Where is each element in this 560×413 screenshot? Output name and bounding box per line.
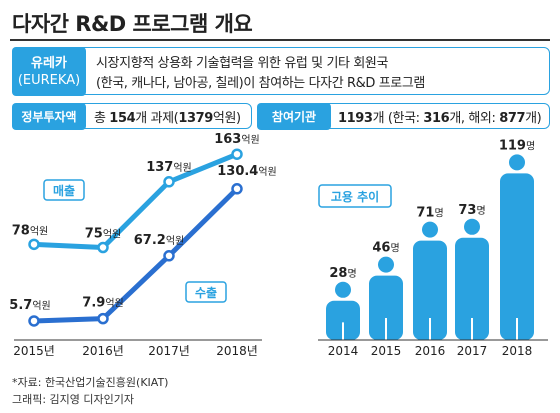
person-head-4 bbox=[509, 154, 525, 171]
sales-label-0: 78억원 bbox=[12, 223, 49, 238]
participants-tag: 참여기관 bbox=[257, 103, 331, 130]
legend-export: 수출 bbox=[195, 285, 217, 300]
employment-year-2018: 2018 bbox=[502, 344, 533, 358]
participants-t2: 개, 해외: bbox=[449, 111, 500, 126]
budget-tag: 정부투자액 bbox=[12, 103, 86, 130]
series-line-sales bbox=[33, 151, 238, 250]
employment-label-2018: 119명 bbox=[499, 138, 535, 153]
series-line-export bbox=[33, 186, 239, 324]
x-tick-label-3: 2018년 bbox=[216, 344, 258, 358]
participants-korea: 316 bbox=[423, 111, 450, 126]
sales-label-2: 137억원 bbox=[146, 160, 192, 175]
sales-point-0 bbox=[28, 238, 40, 251]
participants-t3: 개) bbox=[525, 111, 542, 126]
title-divider bbox=[10, 39, 550, 41]
budget-text: 총 154개 과제(1379억원) bbox=[94, 107, 241, 126]
person-head-1 bbox=[378, 256, 394, 273]
employment-year-2017: 2017 bbox=[457, 344, 488, 358]
employment-bar-2016 bbox=[413, 221, 447, 340]
x-tick-label-0: 2015년 bbox=[13, 344, 55, 358]
eureka-box bbox=[12, 47, 550, 95]
export-point-3 bbox=[231, 183, 243, 195]
sales-label-1: 75억원 bbox=[85, 227, 122, 242]
person-body-0 bbox=[326, 300, 360, 340]
legend-sales: 매출 bbox=[53, 183, 75, 198]
export-label-1: 7.9억원 bbox=[82, 296, 123, 311]
legend-sales-box bbox=[43, 179, 85, 201]
employment-year-2015: 2015 bbox=[371, 344, 402, 358]
legend-export-box bbox=[185, 281, 227, 303]
budget-mid: 개 과제( bbox=[135, 111, 179, 126]
employment-bar-2015 bbox=[369, 256, 403, 340]
employment-year-2016: 2016 bbox=[415, 344, 446, 358]
source-note: *자료: 한국산업기술진흥원(KIAT) bbox=[12, 376, 169, 389]
eureka-tag-line1: 유레카 bbox=[31, 55, 67, 71]
sales-point-2 bbox=[163, 176, 175, 188]
export-label-2: 67.2억원 bbox=[134, 233, 184, 248]
employment-title-box bbox=[318, 184, 392, 208]
employment-label-2014: 28명 bbox=[329, 266, 356, 281]
budget-count: 154 bbox=[109, 111, 136, 126]
participants-t1: 개 (한국: bbox=[372, 111, 424, 126]
sales-label-3: 163억원 bbox=[214, 132, 260, 147]
person-head-2 bbox=[422, 221, 438, 238]
participants-overseas: 877 bbox=[499, 111, 526, 126]
employment-label-2016: 71명 bbox=[416, 206, 443, 221]
eureka-tag-line2: (EUREKA) bbox=[17, 72, 81, 88]
sales-point-3 bbox=[231, 148, 243, 160]
credit-note: 그래픽: 김지영 디자인기자 bbox=[12, 393, 135, 406]
budget-amount: 1379 bbox=[178, 111, 213, 126]
x-tick-label-2: 2017년 bbox=[148, 344, 190, 358]
export-point-1 bbox=[97, 312, 109, 325]
employment-bar-2014 bbox=[326, 281, 360, 340]
employment-label-2017: 73명 bbox=[458, 203, 485, 218]
page-title: 다자간 R&D 프로그램 개요 bbox=[12, 12, 253, 36]
participants-text: 1193개 (한국: 316개, 해외: 877개) bbox=[338, 107, 542, 126]
eureka-desc-line2: (한국, 캐나다, 남아공, 칠레)이 참여하는 다자간 R&D 프로그램 bbox=[96, 76, 425, 91]
eureka-tag: 유레카 (EUREKA) bbox=[12, 47, 86, 96]
employment-title: 고용 추이 bbox=[331, 189, 379, 204]
x-tick-label-1: 2016년 bbox=[82, 344, 124, 358]
employment-bar-2017 bbox=[455, 218, 489, 340]
export-point-0 bbox=[28, 315, 40, 327]
employment-label-2015: 46명 bbox=[372, 241, 399, 256]
export-point-2 bbox=[163, 250, 175, 262]
budget-suffix: 억원) bbox=[212, 111, 241, 126]
export-label-3: 130.4억원 bbox=[217, 164, 277, 179]
budget-prefix: 총 bbox=[94, 111, 110, 126]
person-body-1 bbox=[369, 275, 403, 340]
export-label-0: 5.7억원 bbox=[9, 298, 50, 313]
person-head-3 bbox=[464, 218, 480, 235]
employment-bar-2018 bbox=[500, 154, 534, 340]
person-body-4 bbox=[500, 173, 534, 340]
eureka-desc-line1: 시장지향적 상용화 기술협력을 위한 유럽 및 기타 회원국 bbox=[96, 56, 389, 71]
sales-point-1 bbox=[97, 241, 109, 254]
participants-total: 1193 bbox=[338, 111, 373, 126]
person-body-3 bbox=[455, 237, 489, 340]
person-head-0 bbox=[335, 281, 351, 298]
employment-year-2014: 2014 bbox=[328, 344, 359, 358]
person-body-2 bbox=[413, 240, 447, 340]
